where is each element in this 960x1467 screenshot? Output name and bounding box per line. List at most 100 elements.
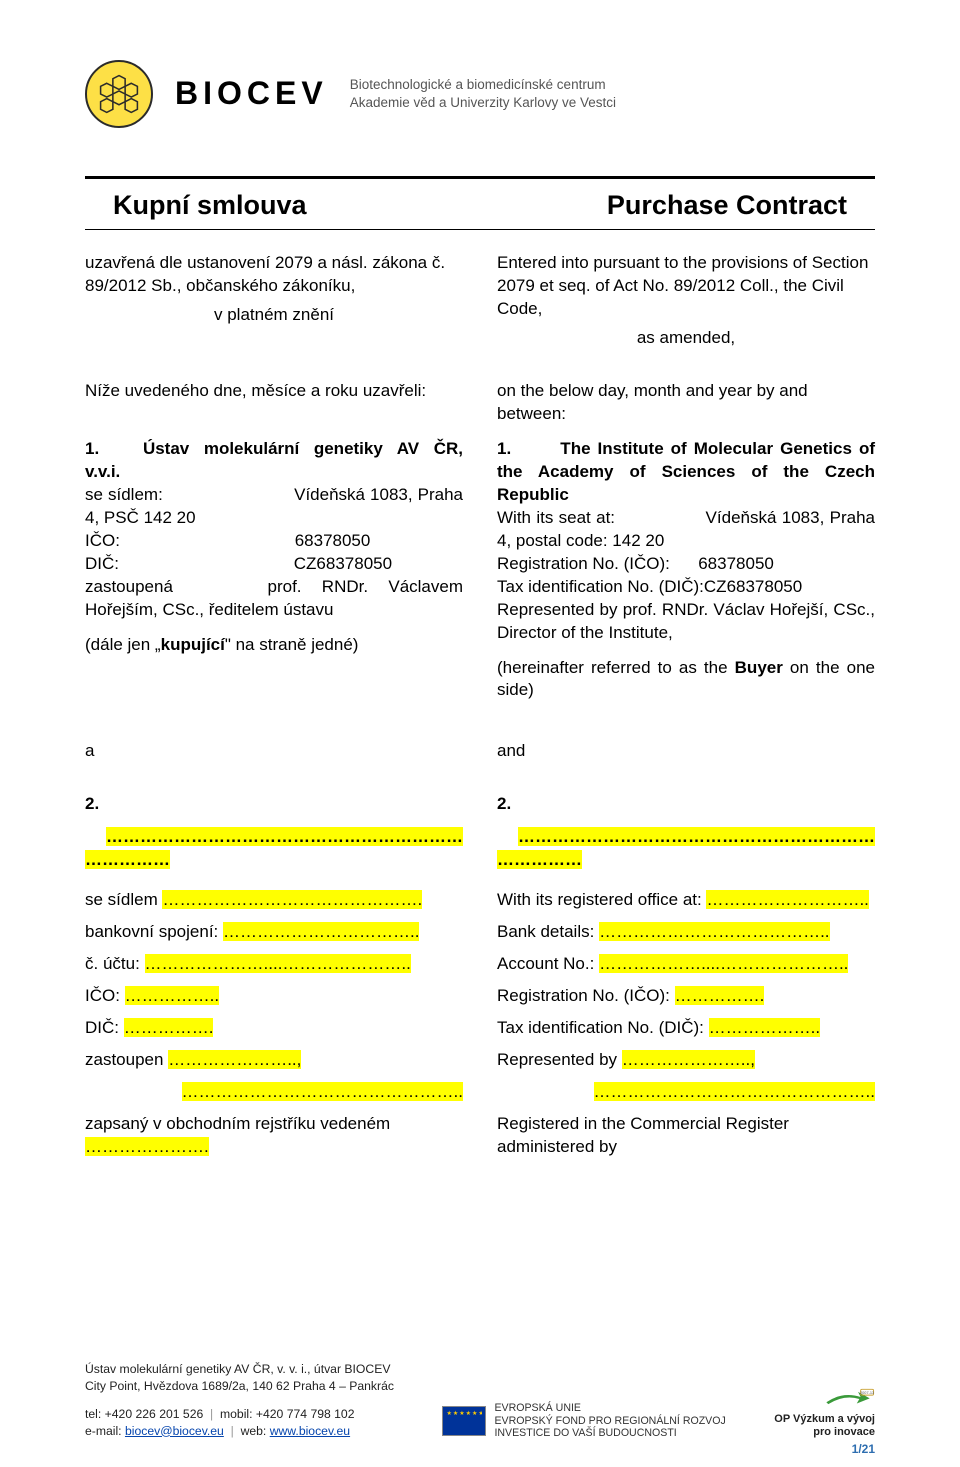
party1-cz-ico: IČO: 68378050	[85, 530, 463, 553]
blank-en-2: ……………	[497, 850, 582, 869]
party1-cz: 1. Ústav molekulární genetiky AV ČR, v.v…	[85, 438, 463, 702]
rule-bottom-thin	[85, 229, 875, 230]
fill-dots: …………….	[675, 986, 765, 1005]
and-cz: a	[85, 740, 463, 763]
and-row: a and	[85, 740, 875, 763]
fill-dots: …………………....…………………..	[145, 954, 411, 973]
party1-cz-dic: DIČ: CZ68378050	[85, 553, 463, 576]
footer-addr-1: Ústav molekulární genetiky AV ČR, v. v. …	[85, 1361, 394, 1377]
rule-top-thick	[85, 176, 875, 179]
page-footer: Ústav molekulární genetiky AV ČR, v. v. …	[85, 1361, 875, 1439]
party1-cz-name: 1. Ústav molekulární genetiky AV ČR, v.v…	[85, 439, 468, 481]
fill-label: IČO:	[85, 986, 125, 1005]
preamble-en-1: Entered into pursuant to the provisions …	[497, 252, 875, 321]
fill-row-cz-6: …………………………………………..	[85, 1081, 463, 1104]
fill-label: zastoupen	[85, 1050, 168, 1069]
op-line-2: pro inovace	[774, 1426, 875, 1439]
footer-email-link[interactable]: biocev@biocev.eu	[125, 1424, 224, 1438]
fill-dots: ……………………………..	[223, 922, 419, 941]
document-title-row: Kupní smlouva Purchase Contract	[85, 183, 875, 229]
biocev-logo	[85, 60, 153, 128]
fills-en-col: With its registered office at: …………………………	[497, 880, 875, 1167]
footer-contact-line-2: e-mail: biocev@biocev.eu | web: www.bioc…	[85, 1423, 394, 1439]
fill-row-en-4: Tax identification No. (DIČ): ………………..	[497, 1017, 875, 1040]
fill-label: č. účtu:	[85, 954, 145, 973]
fill-row-cz-5: zastoupen …………………..,	[85, 1049, 463, 1072]
fill-row-cz-3: IČO: ……………..	[85, 985, 463, 1008]
fill-dots: …………………..,	[622, 1050, 755, 1069]
fill-dots: …………………..,	[168, 1050, 301, 1069]
intro-row: Níže uvedeného dne, měsíce a roku uzavře…	[85, 380, 875, 426]
fill-row-en-3: Registration No. (IČO): …………….	[497, 985, 875, 1008]
fill-row-cz-1: bankovní spojení: ……………………………..	[85, 921, 463, 944]
party1-en-ref: (hereinafter referred to as the Buyer on…	[497, 657, 875, 703]
fills-cz-col: se sídlem ………………………………………. bankovní spoje…	[85, 880, 463, 1167]
party1-block: 1. Ústav molekulární genetiky AV ČR, v.v…	[85, 438, 875, 702]
svg-text:2007-13: 2007-13	[860, 1389, 874, 1394]
title-cz: Kupní smlouva	[113, 187, 307, 223]
fill-dots: ………………….	[85, 1137, 209, 1156]
fill-row-en-1: Bank details: …………………………………..	[497, 921, 875, 944]
party2-blank-row: ……………………………………………………… …………… …………………………………	[85, 826, 875, 872]
and-en: and	[497, 740, 875, 763]
party1-en-dic: Tax identification No. (DIČ):CZ68378050	[497, 576, 875, 599]
fill-row-cz-2: č. účtu: …………………....…………………..	[85, 953, 463, 976]
fill-dots: …………………………………………..	[182, 1082, 463, 1101]
footer-mobile: mobil: +420 774 798 102	[220, 1407, 355, 1421]
footer-tel: tel: +420 226 201 526	[85, 1407, 203, 1421]
fill-label: se sídlem	[85, 890, 162, 909]
fill-label: Represented by	[497, 1050, 622, 1069]
eu-line-2: EVROPSKÝ FOND PRO REGIONÁLNÍ ROZVOJ	[494, 1415, 725, 1427]
fill-row-en-2: Account No.: ………………....…………………..	[497, 953, 875, 976]
footer-web-link[interactable]: www.biocev.eu	[270, 1424, 350, 1438]
preamble: uzavřená dle ustanovení 2079 a násl. zák…	[85, 252, 875, 350]
party1-en-ico: Registration No. (IČO): 68378050	[497, 553, 875, 576]
footer-email-label: e-mail:	[85, 1424, 125, 1438]
eu-flag-icon	[442, 1406, 486, 1436]
party1-en-name: 1. The Institute of Molecular Genetics o…	[497, 439, 880, 504]
fill-label: Registered in the Commercial Register ad…	[497, 1114, 789, 1156]
intro-cz: Níže uvedeného dne, měsíce a roku uzavře…	[85, 380, 463, 426]
party1-cz-seat: se sídlem: Vídeňská 1083, Praha 4, PSČ 1…	[85, 484, 463, 530]
preamble-cz-2: v platném znění	[85, 304, 463, 327]
two-en: 2.	[497, 793, 875, 816]
brand-subtitle: Biotechnologické a biomedicínské centrum…	[350, 76, 616, 112]
op-line-1: OP Výzkum a vývoj	[774, 1413, 875, 1426]
op-arrow-icon: 2007-13	[823, 1388, 875, 1410]
footer-web-label: web:	[241, 1424, 270, 1438]
fill-row-en-0: With its registered office at: …………………………	[497, 889, 875, 912]
fill-dots: ………………..	[709, 1018, 820, 1037]
fill-label: Account No.:	[497, 954, 599, 973]
preamble-cz: uzavřená dle ustanovení 2079 a násl. zák…	[85, 252, 463, 350]
fill-dots: ………………………..	[706, 890, 868, 909]
hexagon-cluster-icon	[96, 71, 142, 117]
fill-label: Tax identification No. (DIČ):	[497, 1018, 709, 1037]
fill-label: Bank details:	[497, 922, 599, 941]
party1-en-seat: With its seat at: Vídeňská 1083, Praha 4…	[497, 507, 875, 553]
fill-dots: …………….	[124, 1018, 214, 1037]
eu-funding-block: EVROPSKÁ UNIE EVROPSKÝ FOND PRO REGIONÁL…	[442, 1402, 725, 1439]
fill-label: With its registered office at:	[497, 890, 706, 909]
fill-dots: ……………..	[125, 986, 219, 1005]
fill-row-cz-0: se sídlem ……………………………………….	[85, 889, 463, 912]
document-header: BIOCEV Biotechnologické a biomedicínské …	[85, 60, 875, 128]
fill-dots: …………………………………..	[599, 922, 829, 941]
op-programme-block: 2007-13 OP Výzkum a vývoj pro inovace	[774, 1388, 875, 1439]
page-number: 1/21	[852, 1441, 875, 1457]
blank-cz-1: ………………………………………………………	[106, 827, 463, 846]
fill-dots: ……………………………………….	[162, 890, 422, 909]
two-cz: 2.	[85, 793, 463, 816]
preamble-en-2: as amended,	[497, 327, 875, 350]
fill-label: bankovní spojení:	[85, 922, 223, 941]
fill-row-en-5: Represented by …………………..,	[497, 1049, 875, 1072]
preamble-cz-1: uzavřená dle ustanovení 2079 a násl. zák…	[85, 252, 463, 298]
title-en: Purchase Contract	[607, 187, 847, 223]
blank-cz-2: ……………	[85, 850, 170, 869]
intro-en: on the below day, month and year by and …	[497, 380, 875, 426]
party2-fills: se sídlem ………………………………………. bankovní spoje…	[85, 880, 875, 1167]
fill-dots: …………………………………………..	[594, 1082, 875, 1101]
fill-row-en-7: Registered in the Commercial Register ad…	[497, 1113, 875, 1159]
subtitle-line-2: Akademie věd a Univerzity Karlovy ve Ves…	[350, 94, 616, 112]
brand-name: BIOCEV	[175, 72, 328, 115]
fill-row-cz-4: DIČ: …………….	[85, 1017, 463, 1040]
